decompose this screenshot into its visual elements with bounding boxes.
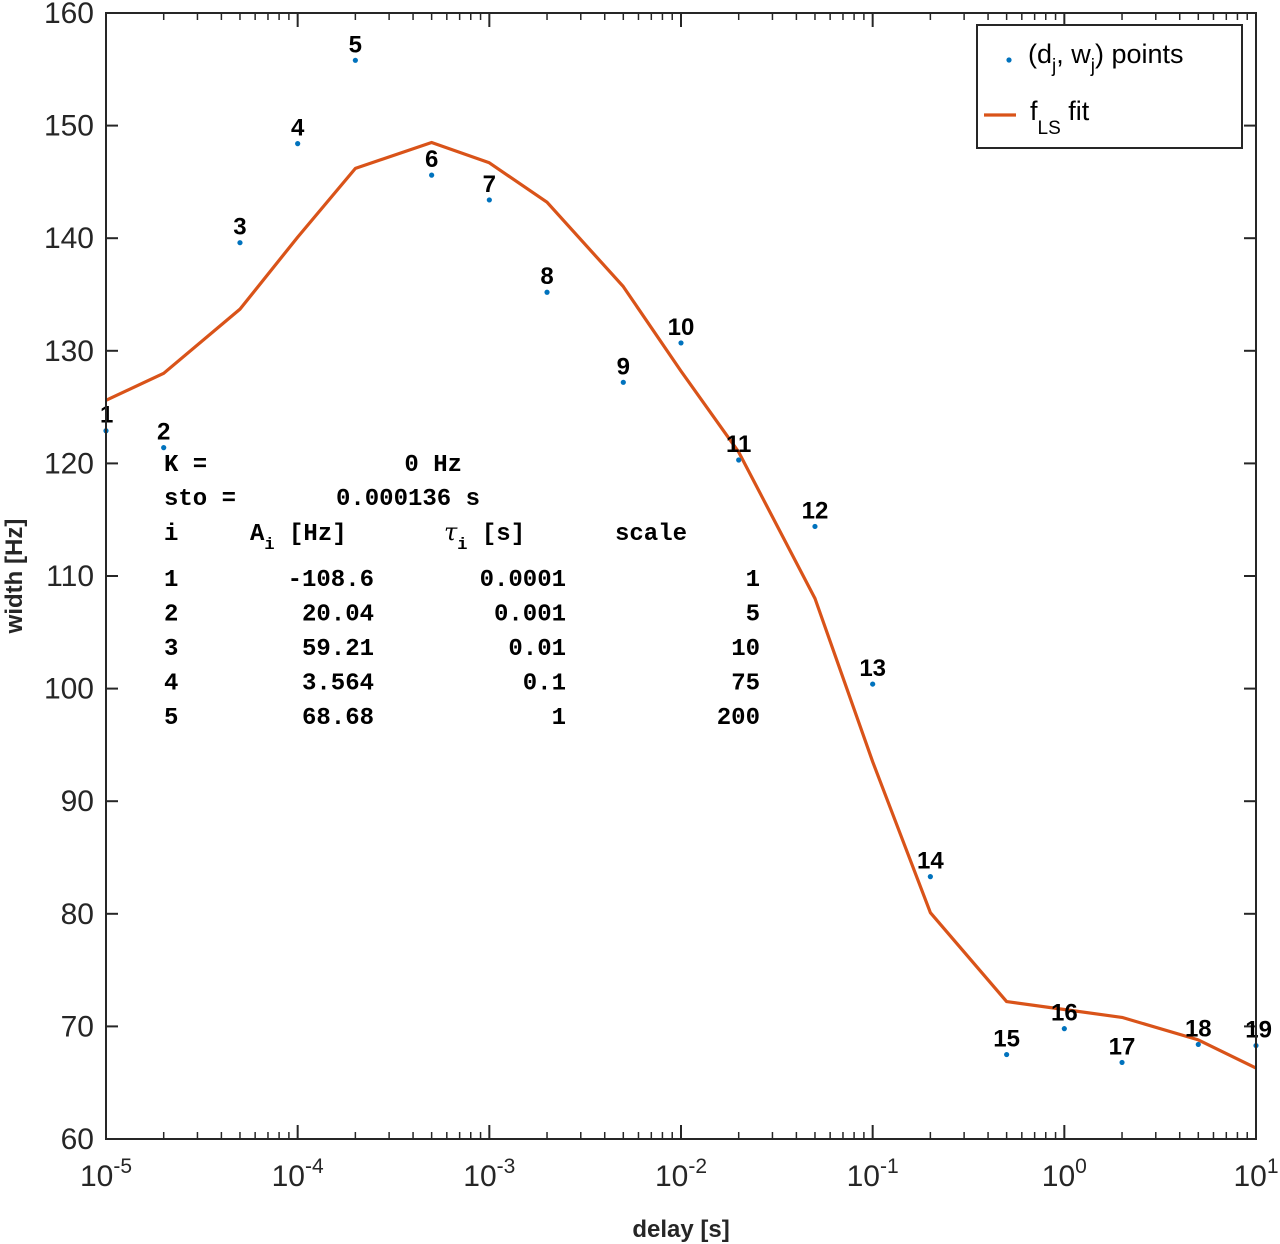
- data-point: [927, 874, 933, 880]
- point-label: 16: [1051, 1000, 1078, 1027]
- annotation-cell: -108.6: [288, 567, 374, 594]
- x-axis-ticks: 10-5 10-4 10-3 10-2 10-1 100 101: [80, 13, 1279, 1193]
- fit-line-series: [105, 140, 1257, 1070]
- point-label: 15: [993, 1026, 1020, 1053]
- data-point: [295, 141, 301, 147]
- data-point: [486, 197, 492, 203]
- data-point: [237, 240, 243, 246]
- y-tick-label: 60: [61, 1123, 94, 1156]
- data-point: [544, 289, 550, 295]
- data-point: [1004, 1051, 1010, 1058]
- data-point: [736, 457, 742, 463]
- plot-frame: [105, 12, 1257, 1140]
- point-label: 7: [483, 171, 496, 198]
- annotation-cell: 75: [731, 671, 760, 698]
- data-point: [870, 681, 876, 687]
- annotation-cell: 0.0001: [480, 567, 566, 594]
- annotation-cell: 0.001: [494, 602, 566, 629]
- point-label: 2: [157, 419, 170, 446]
- point-label: 6: [425, 146, 438, 173]
- point-label: 14: [917, 848, 944, 875]
- y-tick-label: 110: [46, 560, 94, 593]
- data-point: [1195, 1041, 1201, 1048]
- point-label: 5: [349, 31, 362, 58]
- annotation-cell: 1: [164, 567, 178, 594]
- y-tick-label: 80: [61, 898, 94, 931]
- data-point: [812, 523, 818, 530]
- point-label: 10: [668, 314, 695, 341]
- point-label: 4: [291, 115, 305, 142]
- x-tick-label: 10-2: [655, 1155, 707, 1193]
- y-tick-label: 140: [44, 222, 94, 255]
- annotation-cell: 0.1: [523, 671, 566, 698]
- x-tick-label: 10-5: [80, 1155, 132, 1193]
- annotation-cell: 5: [164, 705, 178, 732]
- annotation-cell: 20.04: [302, 602, 374, 629]
- annotation-header-tau: τi [s]: [444, 518, 525, 555]
- data-point: [678, 340, 684, 346]
- legend-point-marker: [1006, 57, 1012, 63]
- annotation-cell: 200: [717, 705, 760, 732]
- parameter-annotation: K = 0 Hz sto = 0.000136 s i Ai [Hz] τi […: [164, 452, 760, 732]
- point-label: 13: [859, 655, 886, 682]
- annotation-cell: 1: [552, 705, 566, 732]
- annotation-cell: 5: [746, 602, 760, 629]
- data-point: [352, 57, 358, 63]
- data-point: [429, 172, 435, 178]
- data-point: [620, 379, 626, 385]
- point-label: 3: [233, 214, 246, 241]
- annotation-sto-value: 0.000136 s: [336, 486, 480, 513]
- y-tick-label: 90: [61, 785, 94, 818]
- y-tick-label: 150: [44, 110, 94, 143]
- x-tick-label: 101: [1233, 1155, 1278, 1193]
- data-point: [1061, 1026, 1067, 1032]
- data-point: [1119, 1059, 1125, 1066]
- y-tick-label: 120: [44, 447, 94, 480]
- annotation-cell: 68.68: [302, 705, 374, 732]
- annotation-cell: 4: [164, 671, 178, 698]
- y-tick-label: 70: [61, 1010, 94, 1043]
- annotation-cell: 3.564: [302, 671, 374, 698]
- legend-box: [976, 24, 1243, 149]
- y-axis-title: width [Hz]: [1, 519, 28, 635]
- point-label: 19: [1245, 1017, 1272, 1044]
- annotation-cell: 59.21: [302, 636, 374, 663]
- annotation-k-label: K =: [164, 452, 207, 479]
- annotation-cell: 1: [746, 567, 760, 594]
- y-tick-label: 160: [44, 0, 94, 30]
- annotation-rows: 1 -108.6 0.0001 1 2 20.04 0.001 5 3 59.21 0.01 10 4 3…: [164, 567, 760, 732]
- data-point: [161, 445, 167, 451]
- y-tick-label: 130: [44, 335, 94, 368]
- point-label: 9: [617, 353, 630, 380]
- annotation-k-value: 0 Hz: [404, 452, 462, 479]
- annotation-cell: 3: [164, 636, 178, 663]
- point-label: 8: [540, 263, 553, 290]
- annotation-cell: 0.01: [508, 636, 566, 663]
- x-tick-label: 10-4: [272, 1155, 324, 1193]
- annotation-header-i: i: [164, 521, 178, 548]
- legend: (dj, wj) points fLS fit: [976, 24, 1243, 149]
- x-tick-label: 100: [1042, 1155, 1087, 1193]
- point-label: 18: [1185, 1015, 1212, 1042]
- annotation-cell: 10: [731, 636, 760, 663]
- x-axis-title: delay [s]: [632, 1216, 729, 1243]
- annotation-header-scale: scale: [615, 521, 687, 548]
- point-label: 11: [726, 431, 751, 458]
- point-label: 17: [1109, 1033, 1136, 1060]
- y-tick-label: 100: [44, 673, 94, 706]
- x-tick-label: 10-1: [847, 1155, 899, 1193]
- x-tick-label: 10-3: [463, 1155, 515, 1193]
- annotation-sto-label: sto =: [164, 486, 236, 513]
- annotation-cell: 2: [164, 602, 178, 629]
- annotation-header-amplitude: Ai [Hz]: [250, 521, 347, 555]
- point-label: 12: [802, 497, 829, 524]
